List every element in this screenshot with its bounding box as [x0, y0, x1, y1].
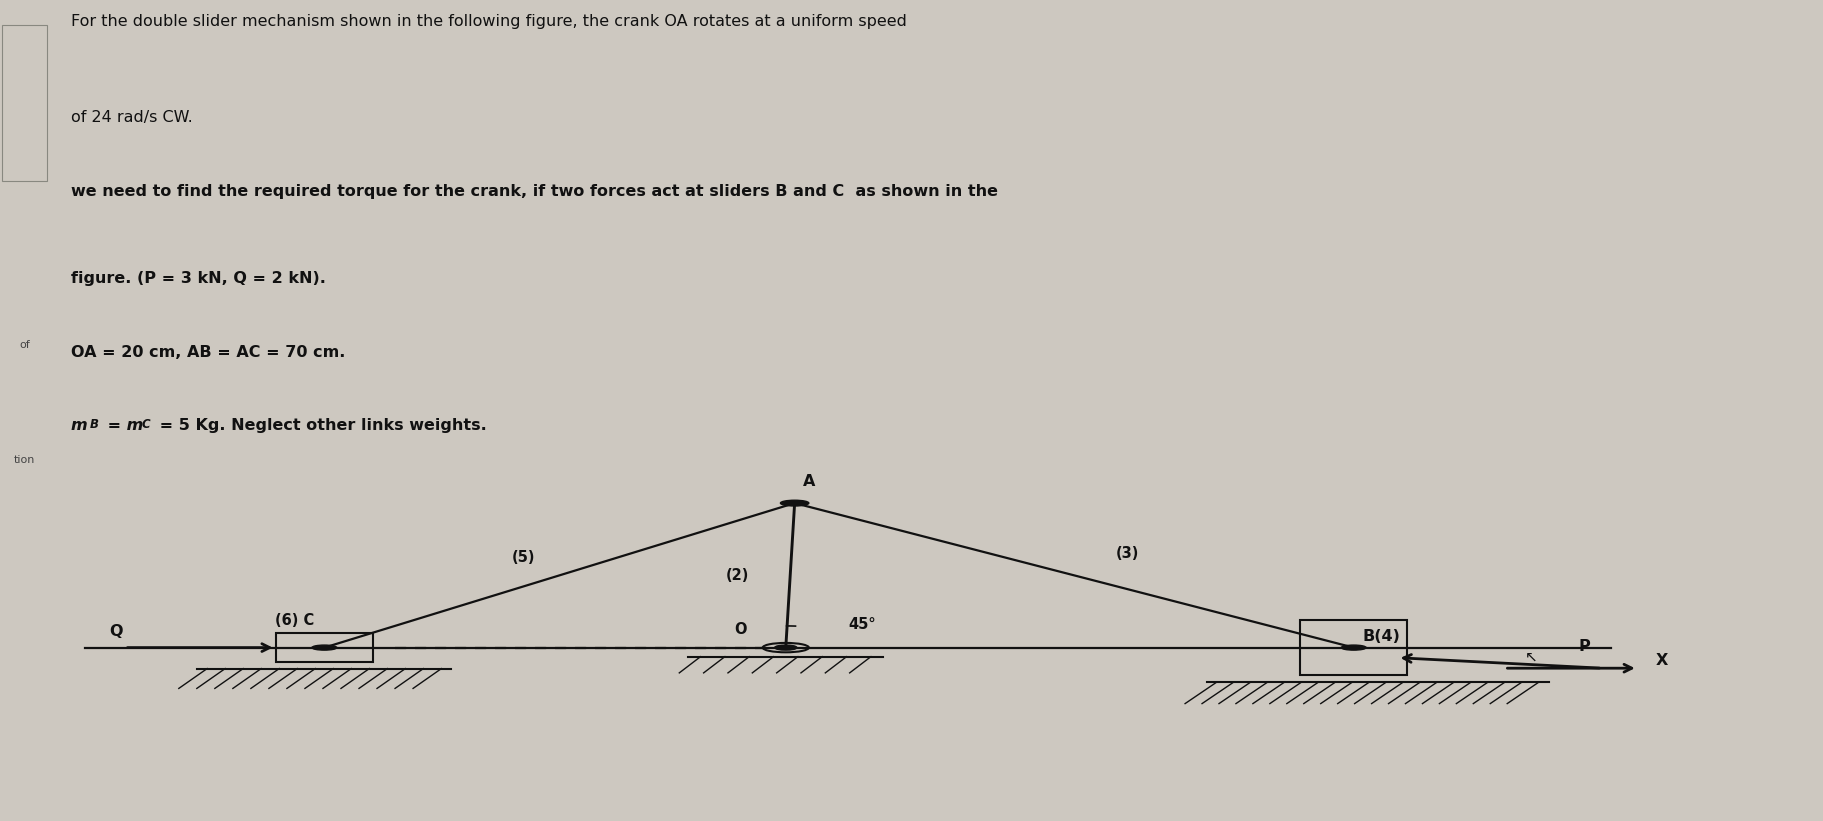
Text: For the double slider mechanism shown in the following figure, the crank OA rota: For the double slider mechanism shown in… [71, 14, 906, 29]
Text: of: of [20, 340, 29, 350]
Circle shape [1340, 645, 1365, 650]
Text: = 5 Kg. Neglect other links weights.: = 5 Kg. Neglect other links weights. [153, 419, 487, 433]
Text: we need to find the required torque for the crank, if two forces act at sliders : we need to find the required torque for … [71, 184, 997, 199]
Text: (6) C: (6) C [275, 612, 315, 628]
Text: X: X [1655, 654, 1666, 668]
Text: (2): (2) [726, 568, 747, 583]
Bar [275, 633, 374, 662]
Text: ↖: ↖ [1524, 650, 1537, 665]
Text: OA = 20 cm, AB = AC = 70 cm.: OA = 20 cm, AB = AC = 70 cm. [71, 345, 345, 360]
Text: C: C [142, 419, 149, 431]
Text: P: P [1577, 639, 1590, 654]
Text: 45°: 45° [848, 617, 875, 631]
Text: (5): (5) [512, 550, 536, 565]
Text: B: B [89, 419, 98, 431]
Text: tion: tion [15, 455, 35, 465]
Text: O: O [735, 621, 746, 637]
Text: m: m [71, 419, 88, 433]
Text: B(4): B(4) [1362, 629, 1400, 644]
Text: A: A [802, 474, 815, 488]
Bar [1300, 620, 1407, 676]
Circle shape [775, 645, 797, 649]
Text: (3): (3) [1116, 546, 1139, 562]
Text: figure. (P = 3 kN, Q = 2 kN).: figure. (P = 3 kN, Q = 2 kN). [71, 271, 324, 287]
Circle shape [780, 500, 808, 506]
Circle shape [312, 645, 337, 650]
Text: Q: Q [109, 624, 122, 639]
Text: = m: = m [102, 419, 144, 433]
Text: of 24 rad/s CW.: of 24 rad/s CW. [71, 110, 191, 126]
